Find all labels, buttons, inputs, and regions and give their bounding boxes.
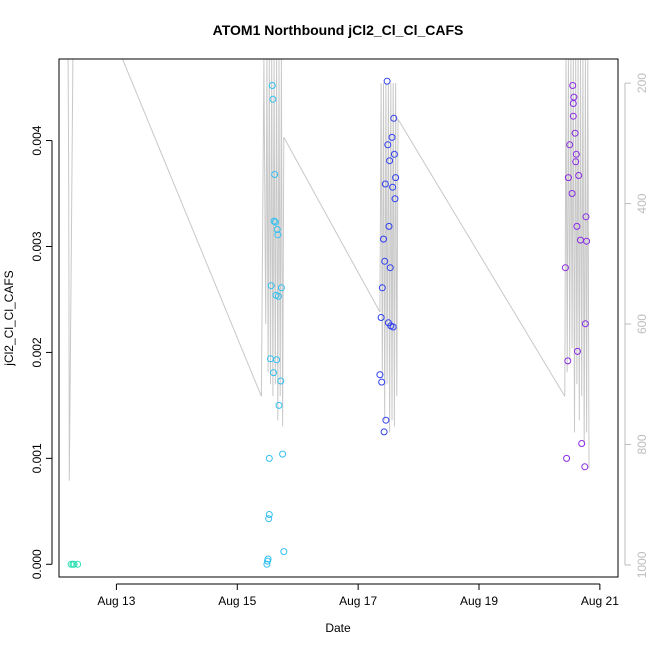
data-point-s1-12 xyxy=(271,171,279,178)
data-point-s2-2 xyxy=(378,378,386,386)
data-point-s3-18 xyxy=(581,463,589,471)
y-tick-label-4: 0.004 xyxy=(30,125,44,155)
y2-tick-label-4: 1000 xyxy=(635,551,649,578)
altitude-segment-6 xyxy=(564,58,590,469)
data-point-s3-15 xyxy=(575,172,583,179)
data-point-s3-14 xyxy=(574,347,581,355)
y2-tick-label-2: 600 xyxy=(635,314,649,334)
data-point-s3-12 xyxy=(572,150,580,158)
data-point-s1-22 xyxy=(279,450,287,458)
data-point-s1-23 xyxy=(280,548,288,556)
y-tick-label-2: 0.002 xyxy=(30,337,44,367)
data-point-s2-18 xyxy=(389,323,397,331)
data-point-s1-9 xyxy=(269,95,277,103)
data-point-s3-5 xyxy=(568,190,576,197)
data-point-s2-10 xyxy=(384,141,392,149)
data-point-s0-3 xyxy=(74,560,82,568)
data-point-s1-19 xyxy=(275,401,283,409)
altitude-segment-5 xyxy=(397,118,566,397)
y2-tick-label-3: 800 xyxy=(635,434,649,454)
data-point-s2-12 xyxy=(385,222,393,230)
data-point-s3-17 xyxy=(578,440,586,447)
data-point-s2-7 xyxy=(381,180,389,188)
data-point-s1-11 xyxy=(270,217,278,225)
data-point-s1-18 xyxy=(274,292,282,300)
data-point-s2-5 xyxy=(380,428,388,436)
data-point-s3-4 xyxy=(566,141,574,149)
data-point-s1-17 xyxy=(274,231,282,239)
x-tick-label-1: Aug 15 xyxy=(218,594,256,608)
data-point-s2-4 xyxy=(380,235,387,243)
data-point-s1-13 xyxy=(271,218,279,226)
x-tick-label-2: Aug 17 xyxy=(339,594,377,608)
data-point-s2-8 xyxy=(382,416,390,424)
data-point-s3-2 xyxy=(564,357,572,365)
y-tick-label-3: 0.003 xyxy=(30,231,44,261)
data-point-s2-22 xyxy=(392,174,400,182)
chart-title: ATOM1 Northbound jCl2_Cl_Cl_CAFS xyxy=(213,22,464,38)
data-point-s2-20 xyxy=(390,150,398,158)
data-point-s2-16 xyxy=(388,133,396,141)
data-point-s3-13 xyxy=(573,222,581,230)
data-point-s2-14 xyxy=(386,264,394,272)
x-axis-label: Date xyxy=(325,621,351,635)
y-axis-label: jCl2_Cl_Cl_CAFS xyxy=(2,270,16,366)
data-point-s3-3 xyxy=(564,174,572,182)
data-point-s2-6 xyxy=(381,257,389,265)
data-point-s1-10 xyxy=(270,369,277,377)
x-tick-label-4: Aug 21 xyxy=(581,594,619,608)
data-point-s2-21 xyxy=(391,195,399,203)
data-point-s2-19 xyxy=(390,114,398,122)
data-point-s1-3 xyxy=(265,515,273,523)
y-tick-label-0: 0.000 xyxy=(30,549,44,579)
data-point-s3-6 xyxy=(569,82,577,89)
axes: Aug 13 Aug 15 Aug 17 Aug 19 Aug 21 0.000 0.001… xyxy=(30,73,649,608)
data-point-s3-9 xyxy=(570,93,578,101)
data-point-s2-9 xyxy=(383,77,391,85)
altitude-segment-4 xyxy=(379,83,399,433)
data-point-s3-8 xyxy=(569,112,577,120)
data-point-s1-4 xyxy=(265,511,273,518)
data-point-s1-0 xyxy=(263,560,271,568)
data-point-s1-7 xyxy=(267,282,275,290)
data-point-s2-13 xyxy=(386,157,394,165)
data-point-s1-16 xyxy=(273,226,281,233)
data-points xyxy=(67,77,591,568)
data-point-s1-21 xyxy=(277,284,285,292)
data-point-s1-8 xyxy=(268,82,276,89)
altitude-segment-3 xyxy=(283,137,381,313)
plot-frame xyxy=(58,58,619,578)
data-point-s3-1 xyxy=(563,454,571,462)
data-point-s0-2 xyxy=(70,560,78,568)
y2-tick-label-1: 400 xyxy=(635,193,649,213)
data-point-s3-21 xyxy=(583,237,591,245)
data-point-s2-17 xyxy=(389,183,397,191)
data-point-s1-15 xyxy=(273,356,281,364)
data-point-s3-19 xyxy=(581,320,589,328)
y-tick-label-1: 0.001 xyxy=(30,443,44,473)
data-point-s3-10 xyxy=(571,129,579,137)
altitude-trace xyxy=(67,58,590,481)
data-point-s2-3 xyxy=(378,284,386,292)
y2-tick-label-0: 200 xyxy=(635,73,649,93)
altitude-segment-1 xyxy=(122,58,262,397)
altitude-segment-0 xyxy=(67,58,74,481)
data-point-s2-1 xyxy=(377,314,385,321)
data-point-s3-0 xyxy=(561,264,569,272)
data-point-s3-20 xyxy=(582,213,590,221)
data-point-s1-2 xyxy=(264,555,272,563)
altitude-segment-2 xyxy=(260,58,285,427)
data-point-s1-5 xyxy=(265,454,273,462)
data-point-s3-11 xyxy=(572,158,580,166)
data-point-s2-0 xyxy=(376,371,384,379)
x-tick-label-3: Aug 19 xyxy=(460,594,498,608)
data-point-s1-20 xyxy=(277,377,285,385)
x-tick-label-0: Aug 13 xyxy=(97,594,135,608)
